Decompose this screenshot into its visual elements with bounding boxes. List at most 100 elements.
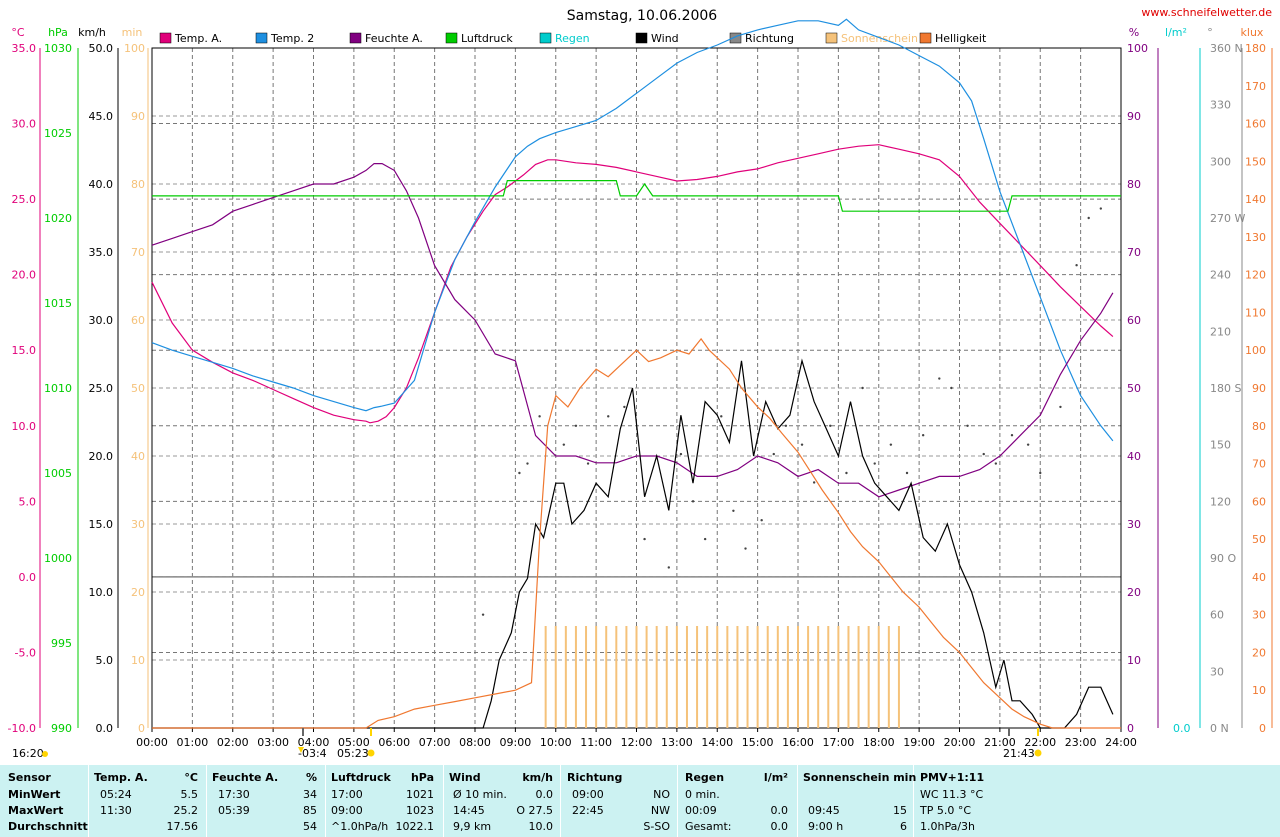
unit-label-direction: °: [1207, 26, 1213, 39]
stats-column-divider: [797, 765, 798, 837]
time-tick-label: 03:00: [257, 736, 289, 749]
speed-tick-label: 35.0: [89, 246, 114, 259]
legend-label: Temp. A.: [174, 32, 222, 45]
time-tick-label: 12:00: [621, 736, 653, 749]
direction-tick-label: 150: [1210, 439, 1231, 452]
stats-press-value: 1023: [406, 804, 434, 817]
minutes-tick-label: 20: [131, 586, 145, 599]
stats-temp-time: 11:30: [100, 804, 132, 817]
stats-press-time: 09:00: [331, 804, 363, 817]
stats-header-press: Luftdruck: [331, 771, 391, 784]
stats-press-time: ^1.0hPa/h: [331, 820, 389, 833]
direction-point: [800, 443, 804, 446]
humidity-tick-label: 20: [1127, 586, 1141, 599]
time-tick-label: 24:00: [1105, 736, 1137, 749]
light-tick-label: 10: [1252, 684, 1266, 697]
direction-tick-label: 360 N: [1210, 42, 1243, 55]
stats-temp-value: 5.5: [180, 788, 199, 801]
stats-press-value: 1021: [406, 788, 434, 801]
direction-point: [679, 452, 683, 456]
time-tick-label: 10:00: [540, 736, 572, 749]
series-sonnenschein: [544, 626, 900, 728]
direction-point: [732, 509, 735, 512]
time-tick-label: 06:00: [378, 736, 410, 749]
light-tick-label: 160: [1245, 118, 1266, 131]
direction-tick-label: 60: [1210, 609, 1224, 622]
direction-point: [938, 377, 941, 380]
stats-column-divider: [88, 765, 89, 837]
stats-column-divider: [677, 765, 678, 837]
sunrise-label: 05:23: [337, 747, 369, 760]
legend-swatch: [729, 32, 742, 44]
chart-background: [0, 0, 1280, 765]
time-tick-label: 08:00: [459, 736, 491, 749]
stats-sun-time: 09:45: [808, 804, 840, 817]
light-tick-label: 20: [1252, 646, 1266, 659]
temp-tick-label: 15.0: [12, 344, 37, 357]
stats-pmv-value: 1.0hPa/3h: [920, 820, 976, 833]
direction-point: [607, 415, 610, 418]
website-label[interactable]: www.schneifelwetter.de: [1141, 6, 1272, 19]
humidity-tick-label: 80: [1127, 178, 1141, 191]
humidity-tick-label: 40: [1127, 450, 1141, 463]
light-tick-label: 0: [1259, 722, 1266, 735]
axes: 35.0 30.0 25.0 20.0 15.0 10.0 5.0 0.0 -5.0 -10.0 1…: [8, 42, 1273, 749]
direction-point: [889, 443, 893, 446]
legend-label: Helligkeit: [935, 32, 987, 45]
temp-tick-label: 5.0: [19, 495, 37, 508]
direction-point: [703, 537, 707, 541]
minutes-tick-label: 100: [124, 42, 145, 55]
unit-label-pressure: hPa: [48, 26, 68, 39]
pressure-tick-label: 1000: [44, 552, 72, 565]
direction-point: [905, 471, 909, 475]
direction-point: [574, 424, 578, 427]
direction-point: [1010, 434, 1014, 437]
stats-pmv-value: TP 5.0 °C: [920, 804, 972, 817]
light-tick-label: 150: [1245, 155, 1266, 168]
direction-point: [966, 424, 969, 427]
stats-dir-value: NO: [653, 788, 670, 801]
series-richtung: [481, 207, 1103, 616]
time-tick-label: 23:00: [1065, 736, 1097, 749]
direction-point: [760, 519, 763, 522]
direction-point: [1039, 471, 1042, 475]
direction-point: [667, 566, 670, 569]
direction-point: [526, 462, 529, 465]
direction-point: [861, 386, 864, 390]
speed-tick-label: 40.0: [89, 178, 114, 191]
stats-header-rain-unit: l/m²: [763, 771, 788, 784]
stats-rain-time: 0 min.: [685, 788, 720, 801]
direction-tick-label: 90 O: [1210, 552, 1236, 565]
time-tick-label: 17:00: [823, 736, 855, 749]
moon-time-label: 16:20: [12, 747, 44, 760]
legend-swatch: [349, 32, 362, 44]
time-tick-label: 20:00: [944, 736, 976, 749]
stats-header-temp: Temp. A.: [94, 771, 148, 784]
stats-row-label: MaxWert: [8, 804, 64, 817]
speed-tick-label: 15.0: [89, 518, 114, 531]
series-line-temp-2: [151, 18, 1114, 442]
light-tick-label: 140: [1245, 193, 1266, 206]
stats-header-wind: Wind: [449, 771, 481, 784]
stats-header-pmv: PMV+1:11: [920, 771, 985, 784]
stats-wind-value: O 27.5: [516, 804, 553, 817]
stats-temp-value: 17.56: [166, 820, 199, 833]
time-tick-label: 13:00: [661, 736, 693, 749]
light-tick-label: 130: [1245, 231, 1266, 244]
minutes-tick-label: 40: [131, 450, 145, 463]
stats-dir-value: S-SO: [643, 820, 670, 833]
stats-header-hum: Feuchte A.: [212, 771, 279, 784]
stats-header-dir: Richtung: [567, 771, 623, 784]
minutes-tick-label: 0: [138, 722, 145, 735]
light-tick-label: 70: [1252, 458, 1266, 471]
stats-rain-time: Gesamt:: [685, 820, 732, 833]
stats-row-label: Durchschnitt: [8, 820, 88, 833]
direction-point: [1099, 207, 1103, 210]
time-tick-label: 11:00: [580, 736, 612, 749]
direction-point: [921, 434, 925, 437]
stats-hum-value: 85: [303, 804, 317, 817]
chart-title: Samstag, 10.06.2006: [567, 8, 718, 24]
stats-column-divider: [913, 765, 914, 837]
time-tick-label: 01:00: [177, 736, 209, 749]
minutes-tick-label: 70: [131, 246, 145, 259]
